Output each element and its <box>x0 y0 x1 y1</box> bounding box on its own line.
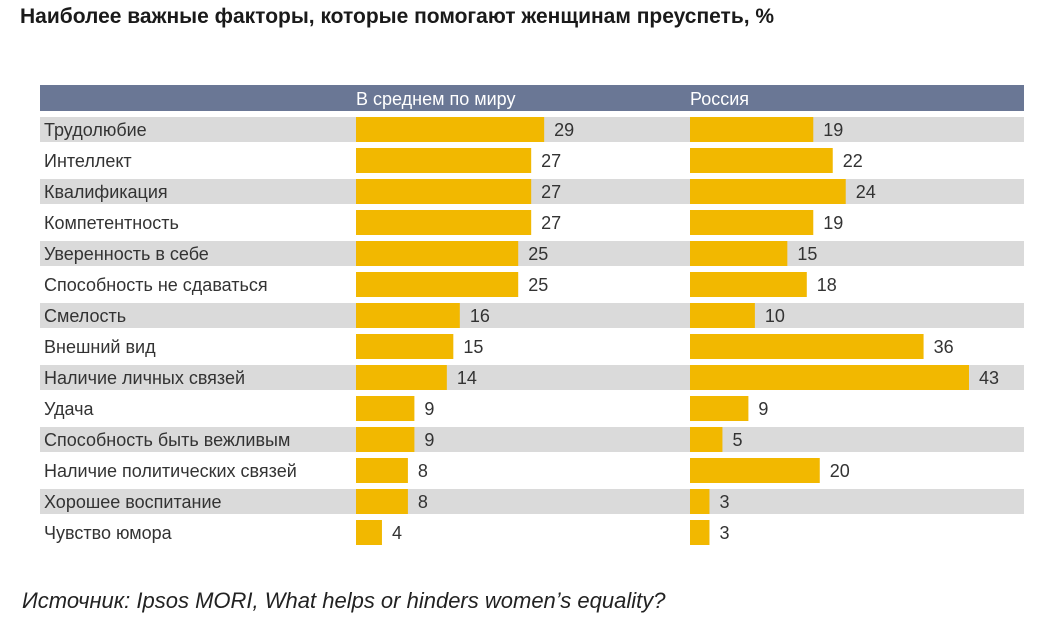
value-label: 24 <box>856 182 876 202</box>
bar-world <box>356 210 532 235</box>
category-label: Способность не сдаваться <box>44 275 268 295</box>
bar-russia <box>690 272 807 297</box>
bar-russia <box>690 148 833 173</box>
value-label: 9 <box>758 399 768 419</box>
bar-russia <box>690 117 814 142</box>
category-label: Удача <box>44 399 95 419</box>
bar-russia <box>690 489 710 514</box>
bar-world <box>356 117 545 142</box>
bar-russia <box>690 396 749 421</box>
row-stripe <box>40 241 1024 266</box>
category-label: Смелость <box>44 306 126 326</box>
category-labels: Трудолюбие Интеллект Квалификация Компетент… <box>44 120 297 543</box>
value-label: 9 <box>424 430 434 450</box>
category-label: Наличие политических связей <box>44 461 297 481</box>
bar-russia <box>690 427 723 452</box>
bar-world <box>356 303 460 328</box>
value-label: 3 <box>719 523 729 543</box>
bar-russia <box>690 303 755 328</box>
bar-world <box>356 427 415 452</box>
series-header-band <box>40 85 1024 111</box>
bar-world <box>356 489 408 514</box>
category-label: Компетентность <box>44 213 179 233</box>
value-label: 27 <box>541 213 561 233</box>
value-label: 14 <box>457 368 477 388</box>
value-label: 18 <box>817 275 837 295</box>
value-label: 27 <box>541 151 561 171</box>
category-label: Трудолюбие <box>44 120 147 140</box>
bar-russia <box>690 334 924 359</box>
category-label: Хорошее воспитание <box>44 492 222 512</box>
row-stripe <box>40 179 1024 204</box>
bar-world <box>356 241 519 266</box>
bar-russia <box>690 365 969 390</box>
series-header-0: В среднем по миру <box>356 89 515 109</box>
bar-world <box>356 365 447 390</box>
row-stripes <box>40 117 1024 514</box>
source-note: Источник: Ipsos MORI, What helps or hind… <box>22 588 666 613</box>
category-label: Способность быть вежливым <box>44 430 290 450</box>
value-label: 15 <box>797 244 817 264</box>
row-stripe <box>40 303 1024 328</box>
bar-world <box>356 396 415 421</box>
value-label: 27 <box>541 182 561 202</box>
bar-world <box>356 179 532 204</box>
value-label: 10 <box>765 306 785 326</box>
bar-world <box>356 334 454 359</box>
category-label: Интеллект <box>44 151 132 171</box>
value-label: 3 <box>719 492 729 512</box>
bar-world <box>356 148 532 173</box>
series-header-1: Россия <box>690 89 749 109</box>
value-label: 36 <box>934 337 954 357</box>
row-stripe <box>40 489 1024 514</box>
bar-russia <box>690 210 814 235</box>
bar-russia <box>690 458 820 483</box>
bar-world <box>356 272 519 297</box>
category-label: Наличие личных связей <box>44 368 245 388</box>
value-label: 22 <box>843 151 863 171</box>
chart-title: Наиболее важные факторы, которые помогаю… <box>20 5 775 28</box>
bars <box>356 117 969 545</box>
bar-russia <box>690 520 710 545</box>
category-label: Внешний вид <box>44 337 156 357</box>
value-label: 15 <box>463 337 483 357</box>
value-label: 4 <box>392 523 402 543</box>
bar-world <box>356 520 382 545</box>
category-label: Уверенность в себе <box>44 244 209 264</box>
value-label: 8 <box>418 492 428 512</box>
bar-world <box>356 458 408 483</box>
bar-russia <box>690 179 846 204</box>
value-label: 8 <box>418 461 428 481</box>
value-label: 19 <box>823 213 843 233</box>
category-label: Чувство юмора <box>44 523 173 543</box>
bar-russia <box>690 241 788 266</box>
value-label: 20 <box>830 461 850 481</box>
value-label: 5 <box>732 430 742 450</box>
value-label: 19 <box>823 120 843 140</box>
value-label: 25 <box>528 275 548 295</box>
value-label: 29 <box>554 120 574 140</box>
value-label: 43 <box>979 368 999 388</box>
category-label: Квалификация <box>44 182 168 202</box>
row-stripe <box>40 427 1024 452</box>
value-label: 9 <box>424 399 434 419</box>
series-headers: В среднем по миру Россия <box>356 89 749 109</box>
chart: В среднем по миру Россия Трудолюбие Интелл… <box>40 85 1024 545</box>
value-label: 16 <box>470 306 490 326</box>
value-label: 25 <box>528 244 548 264</box>
